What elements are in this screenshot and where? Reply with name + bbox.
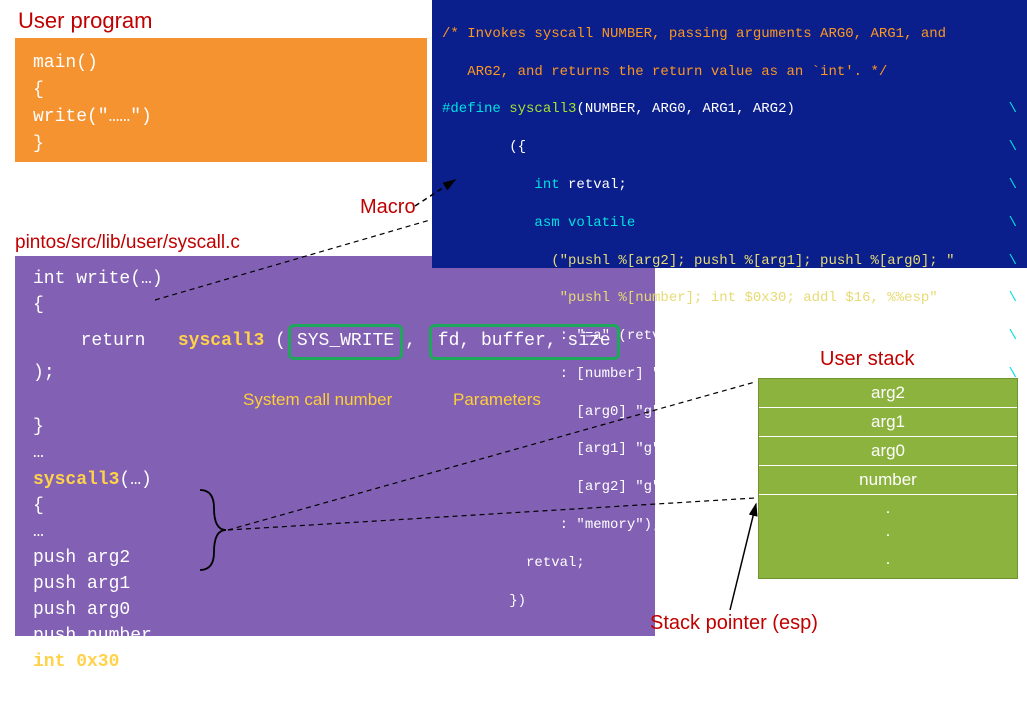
label-stack-pointer: Stack pointer (esp) [650,612,818,635]
highlight-sys-write: SYS_WRITE [288,324,403,360]
macro-definition-code: /* Invokes syscall NUMBER, passing argum… [432,0,1027,268]
code-line: }) [442,592,1017,611]
code-line: } [33,675,637,701]
code-line: ({\ [442,138,1017,157]
code-line: ARG2, and returns the return value as an… [442,63,1017,82]
int-0x30: int 0x30 [33,652,119,672]
code-text: (…) [119,470,151,490]
user-stack-diagram: arg2 arg1 arg0 number . . . [758,378,1018,579]
code-line: ("pushl %[arg2]; pushl %[arg1]; pushl %[… [442,252,1017,271]
syscall3-def: syscall3 [33,470,119,490]
comma: , [405,331,416,351]
user-program-code: main() { write("……") } [15,38,427,162]
code-line: int retval;\ [442,176,1017,195]
code-line: int 0x30 [33,649,637,675]
label-macro: Macro [360,196,416,219]
code-line: "pushl %[number]; int $0x30; addl $16, %… [442,289,1017,308]
return-kw: return [81,331,146,351]
label-syscall-path: pintos/src/lib/user/syscall.c [15,232,240,254]
stack-cell: arg0 [759,436,1017,465]
label-user-stack: User stack [820,348,914,371]
label-user-program: User program [18,8,152,34]
annot-syscall-number: System call number [243,388,392,413]
stack-cell: arg2 [759,379,1017,407]
code-line: asm volatile\ [442,214,1017,233]
syscall3-call: syscall3 [178,331,264,351]
stack-cell: . [759,494,1017,522]
stack-cell: number [759,465,1017,494]
code-line: write("……") [33,104,409,131]
stack-cell: . [759,550,1017,578]
stack-cell: arg1 [759,407,1017,436]
code-line: : "=a" (retval)\ [442,327,1017,346]
code-line: main() [33,50,409,77]
code-line: } [33,131,409,158]
code-line: #define syscall3(NUMBER, ARG0, ARG1, ARG… [442,100,1017,119]
stack-cell: . [759,522,1017,550]
code-line: /* Invokes syscall NUMBER, passing argum… [442,25,1017,44]
semicolon: ; [44,363,55,383]
code-line: { [33,77,409,104]
